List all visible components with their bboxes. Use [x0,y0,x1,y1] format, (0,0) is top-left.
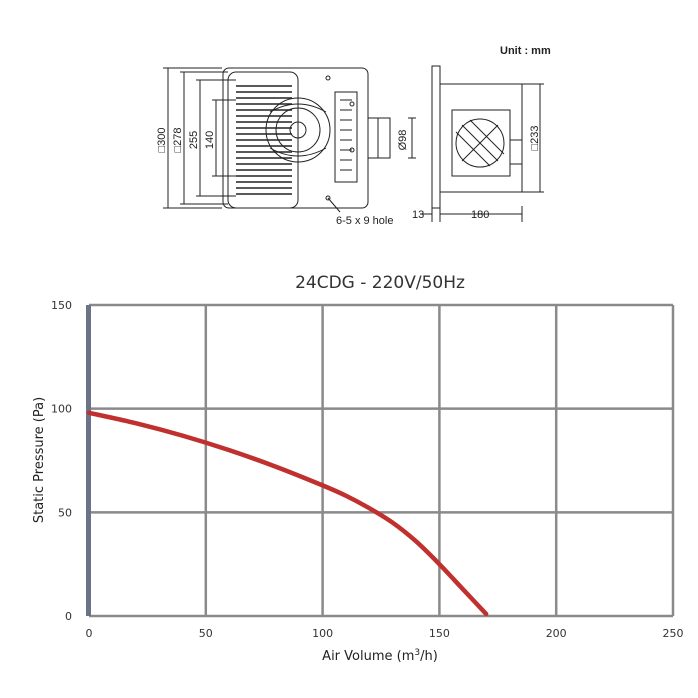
x-tick-label: 0 [86,627,93,640]
side-view-damper [455,118,505,168]
side-view-flange [431,65,441,209]
fan-wheel [265,97,331,163]
y-tick-label: 50 [58,506,72,519]
dim-278: □278 [172,128,184,153]
mounting-hole [325,75,331,81]
x-tick-labels: 0 50 100 150 200 250 [86,627,684,640]
dim-300: □300 [156,128,168,153]
fan-dimension-drawing: Unit : mm □300 □278 255 140 Ø98 □233 13 … [156,45,551,227]
y-axis-label: Static Pressure (Pa) [32,397,47,523]
y-tick-labels: 0 50 100 150 [51,299,72,623]
dim-13: 13 [412,209,424,221]
side-view-body [439,83,523,193]
x-tick-label: 100 [312,627,333,640]
front-view-grille-panel [227,71,299,209]
x-tick-label: 150 [429,627,450,640]
dim-140: 140 [204,131,216,149]
y-axis-bar [86,305,91,616]
dim-233: □233 [529,126,541,151]
x-axis-label: Air Volume (m3/h) [322,648,438,664]
y-tick-label: 0 [65,610,72,623]
performance-chart: 24CDG - 220V/50Hz 0 50 100 150 200 250 0 50 100… [32,273,684,664]
dim-255: 255 [188,131,200,149]
x-tick-label: 250 [663,627,684,640]
x-tick-label: 50 [199,627,213,640]
chart-grid [87,303,675,618]
hole-note: 6-5 x 9 hole [336,215,393,227]
y-tick-label: 150 [51,299,72,312]
grille-slats [236,85,292,195]
dim-180: 180 [471,209,489,221]
chart-title: 24CDG - 220V/50Hz [295,273,465,293]
pressure-curve [86,410,489,617]
duct-outlet [367,117,391,159]
y-tick-label: 100 [51,403,72,416]
unit-note: Unit : mm [500,45,551,57]
x-tick-label: 200 [546,627,567,640]
dim-98: Ø98 [397,130,409,151]
